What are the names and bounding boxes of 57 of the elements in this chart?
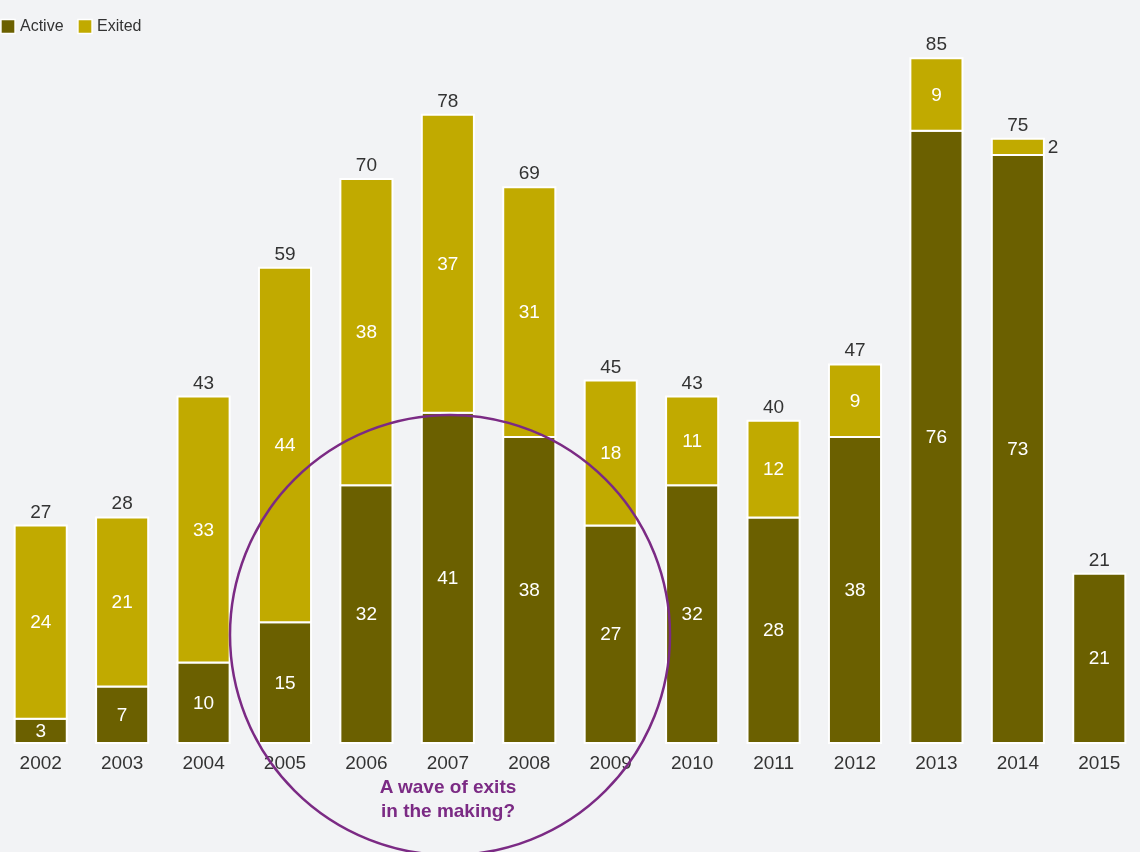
data-label: 7: [116, 703, 128, 725]
total-label: 45: [600, 355, 622, 377]
x-tick-label: 2011: [753, 751, 794, 773]
data-label: 3: [35, 719, 46, 741]
x-tick-label: 2013: [915, 751, 958, 773]
text: A wave of exits in the making?: [379, 776, 517, 821]
total-label: 43: [681, 371, 703, 393]
data-label: 32: [355, 603, 377, 625]
total-label: 27: [30, 500, 52, 522]
x-tick-label: 2015: [1078, 751, 1121, 773]
x-tick-label: 2014: [996, 751, 1040, 773]
data-label: 24: [30, 611, 52, 633]
data-label: 37: [437, 252, 459, 274]
total-label: 28: [111, 492, 133, 514]
total-label: 47: [844, 339, 866, 361]
data-label: 44: [274, 433, 296, 455]
data-label: 9: [849, 389, 861, 411]
legend-label: Exited: [97, 17, 142, 35]
x-tick-label: 2006: [345, 751, 388, 773]
total-label: 21: [1088, 548, 1110, 570]
data-label: 21: [1088, 647, 1110, 669]
total-label: 85: [925, 33, 947, 55]
data-label: 32: [681, 603, 703, 625]
data-label: 27: [600, 623, 622, 645]
data-label: 15: [274, 671, 296, 693]
total-label: 59: [274, 242, 296, 264]
total-label: 43: [193, 371, 215, 393]
data-label: 73: [1007, 437, 1029, 459]
data-label: 38: [518, 578, 540, 600]
bar: [1072, 572, 1127, 744]
data-label: 18: [600, 442, 622, 463]
data-label: 11: [682, 429, 703, 451]
data-label: 31: [518, 301, 540, 323]
x-tick-label: 2002: [19, 751, 62, 773]
x-tick-label: 2012: [833, 751, 877, 773]
data-label: 41: [437, 566, 459, 588]
data-label: 38: [844, 578, 866, 600]
total-label: 78: [437, 89, 459, 111]
total-label: 69: [518, 162, 540, 184]
data-label: 38: [355, 321, 377, 343]
total-label: 75: [1007, 113, 1029, 135]
data-label: 28: [763, 619, 785, 641]
total-label: 40: [763, 395, 785, 417]
data-label: 76: [925, 425, 947, 447]
x-tick-label: 2007: [426, 751, 469, 773]
data-label: 33: [193, 518, 215, 540]
data-label: 12: [763, 458, 785, 480]
data-label: 21: [111, 591, 133, 613]
x-tick-label: 2004: [182, 751, 226, 773]
data-label: 10: [193, 691, 215, 713]
data-label: 9: [931, 83, 942, 105]
x-tick-label: 2010: [671, 751, 714, 773]
legend-label: Active: [20, 17, 64, 35]
total-label: 70: [355, 154, 377, 176]
x-tick-label: 2008: [508, 751, 551, 773]
data-label: 2: [1047, 135, 1059, 157]
x-tick-label: 2003: [101, 751, 144, 773]
